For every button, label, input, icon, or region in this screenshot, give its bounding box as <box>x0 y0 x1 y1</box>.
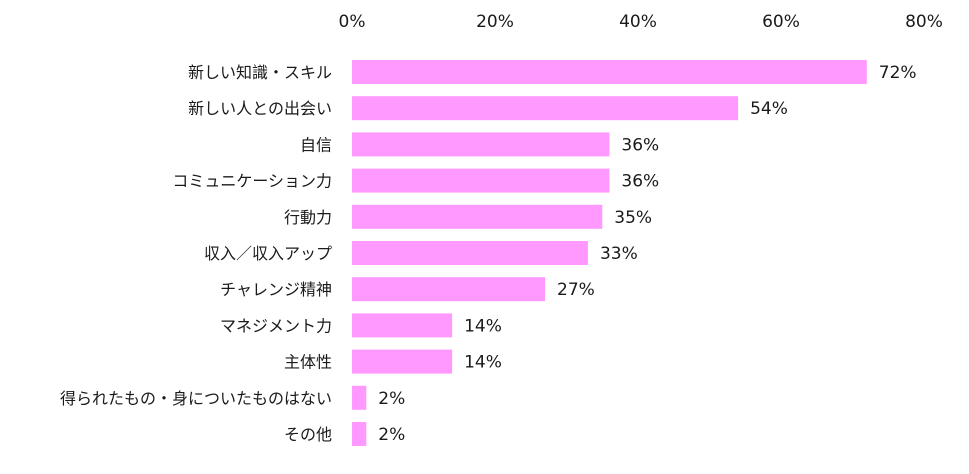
x-tick-label: 20% <box>476 12 514 32</box>
category-label: 行動力 <box>284 208 332 227</box>
bar <box>352 132 610 157</box>
x-tick-label: 60% <box>762 12 800 32</box>
category-labels: 新しい知識・スキル新しい人との出会い自信コミュニケーション力行動力収入／収入アッ… <box>60 63 332 444</box>
category-label: 新しい人との出会い <box>188 99 332 118</box>
category-label: 得られたもの・身についたものはない <box>60 389 332 408</box>
bars <box>352 60 867 446</box>
category-label: チャレンジ精神 <box>220 280 332 299</box>
x-tick-label: 0% <box>339 12 366 32</box>
value-label: 2% <box>378 425 405 445</box>
bar <box>352 204 603 229</box>
category-label: その他 <box>284 425 332 444</box>
value-label: 33% <box>600 244 638 264</box>
bar <box>352 313 453 338</box>
category-label: 自信 <box>300 135 332 154</box>
value-label: 14% <box>464 316 502 336</box>
value-label: 27% <box>557 280 595 300</box>
category-label: コミュニケーション力 <box>172 172 332 191</box>
category-label: 主体性 <box>284 353 332 372</box>
x-tick-label: 80% <box>905 12 943 32</box>
category-label: 新しい知識・スキル <box>188 63 332 82</box>
bar <box>352 241 588 265</box>
x-axis-ticks: 0% 20% 40% 60% 80% <box>339 12 943 32</box>
value-label: 2% <box>378 389 405 409</box>
value-label: 72% <box>879 63 917 83</box>
category-label: 収入／収入アップ <box>204 244 332 263</box>
bar <box>352 277 546 302</box>
value-label: 36% <box>621 172 659 192</box>
value-label: 35% <box>614 208 652 228</box>
bar <box>352 349 453 374</box>
bar <box>352 422 367 446</box>
value-labels: 72% 54% 36% 36% 35% 33%27% 14% 14% 2% 2% <box>378 63 916 445</box>
x-tick-label: 40% <box>619 12 657 32</box>
value-label: 36% <box>621 135 659 155</box>
bar <box>352 168 610 193</box>
category-label: マネジメント力 <box>220 316 332 335</box>
bar <box>352 96 739 121</box>
bar <box>352 60 867 84</box>
value-label: 54% <box>750 99 788 119</box>
bar <box>352 385 367 410</box>
value-label: 14% <box>464 353 502 373</box>
